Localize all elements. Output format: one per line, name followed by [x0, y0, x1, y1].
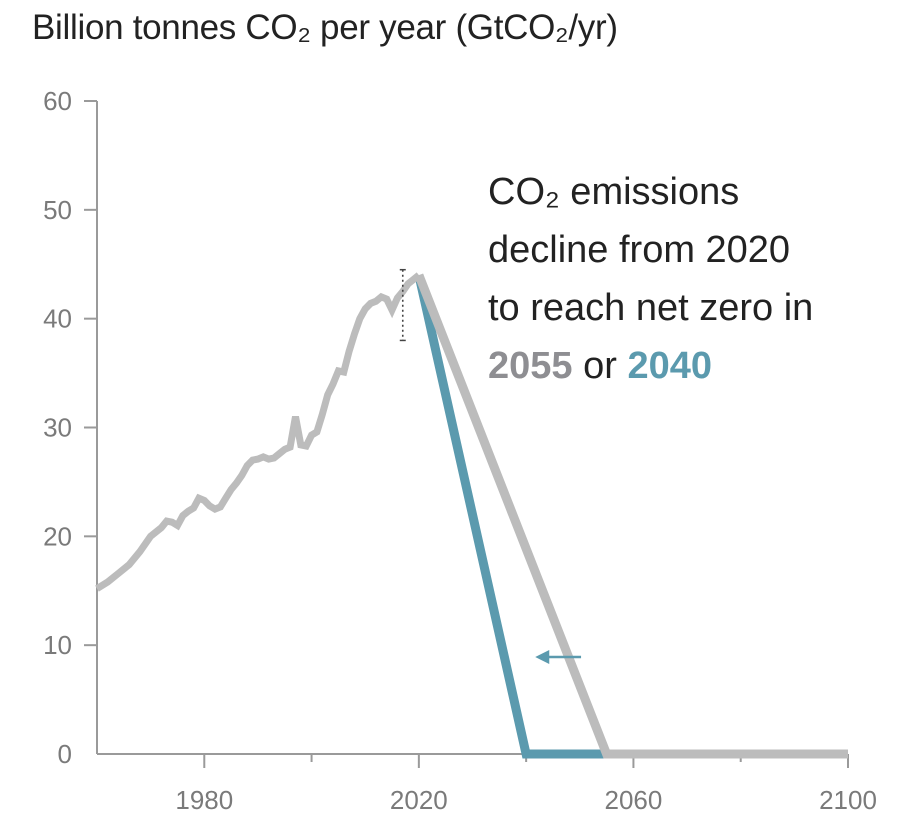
annotations-group	[399, 268, 582, 665]
net-zero-2055-line	[414, 273, 848, 759]
annotation-line-4: 2055 or 2040	[488, 337, 813, 395]
x-tick-label: 2060	[605, 785, 663, 815]
y-tick-label: 10	[43, 630, 72, 660]
annotation-year-2055: 2055	[488, 345, 573, 387]
y-tick-label: 50	[43, 195, 72, 225]
annotation-connector: or	[572, 345, 628, 387]
annotation-line-3: to reach net zero in	[488, 287, 814, 329]
arrow-left-icon	[535, 650, 550, 665]
tick-labels: 0 10 20 30 40 50 60 1980 2020 2060 2100	[43, 86, 877, 815]
net-zero-2040-line	[414, 274, 607, 759]
y-tick-label: 60	[43, 86, 72, 116]
historical-emissions-line	[95, 272, 422, 592]
series-group	[95, 272, 848, 759]
x-tick-label: 2020	[390, 785, 448, 815]
y-tick-label: 0	[58, 739, 72, 769]
x-tick-label: 1980	[175, 785, 233, 815]
y-tick-label: 20	[43, 521, 72, 551]
y-tick-label: 40	[43, 304, 72, 334]
annotation-text: CO₂ emissions decline from 2020 to reach…	[488, 163, 813, 395]
annotation-year-2040: 2040	[627, 345, 712, 387]
annotation-line-2: decline from 2020	[488, 229, 791, 271]
y-tick-label: 30	[43, 413, 72, 443]
annotation-line-1: CO₂ emissions	[488, 171, 740, 213]
x-tick-label: 2100	[819, 785, 877, 815]
chart-title: Billion tonnes CO₂ per year (GtCO₂/yr)	[32, 8, 618, 47]
